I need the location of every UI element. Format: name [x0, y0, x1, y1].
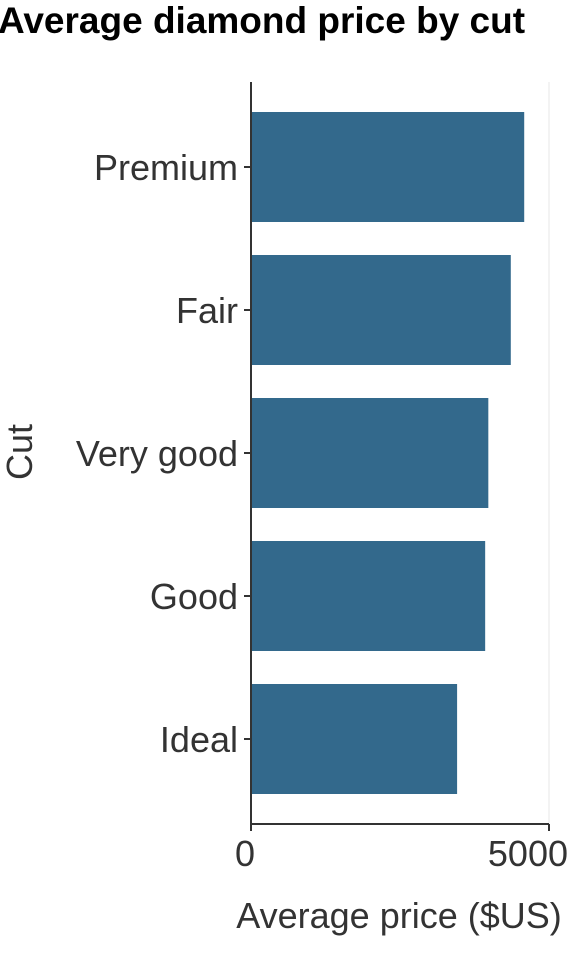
y-tick-label-fair: Fair: [176, 290, 238, 331]
bars: [251, 112, 525, 794]
x-tick-label-5000: 5000: [488, 833, 568, 874]
bar-ideal: [251, 684, 458, 794]
y-tick-label-premium: Premium: [94, 147, 238, 188]
y-tick-label-good: Good: [150, 576, 238, 617]
x-tick-label-0: 0: [235, 833, 255, 874]
x-axis-title: Average price ($US): [236, 895, 561, 936]
chart-title: Average diamond price by cut: [0, 0, 525, 41]
y-axis-title: Cut: [0, 424, 40, 480]
bar-good: [251, 541, 486, 651]
bar-fair: [251, 255, 511, 365]
bar-premium: [251, 112, 525, 222]
y-tick-label-ideal: Ideal: [160, 719, 238, 760]
x-axis-ticks: 0 5000: [235, 824, 568, 874]
bar-very-good: [251, 398, 489, 508]
y-axis-ticks: Premium Fair Very good Good Ideal: [76, 147, 251, 760]
y-tick-label-very-good: Very good: [76, 433, 238, 474]
